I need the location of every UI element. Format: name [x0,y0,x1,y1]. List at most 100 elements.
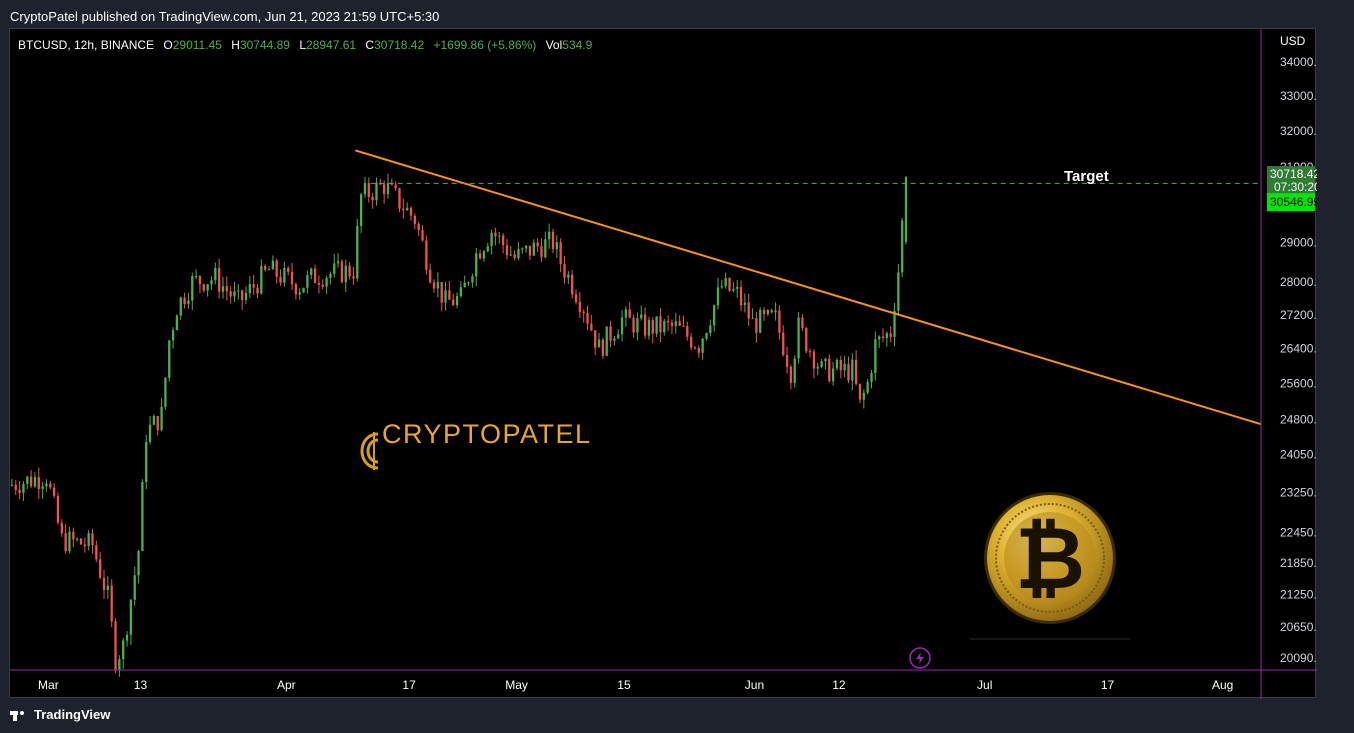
candle [329,271,332,285]
candle-body [571,274,574,295]
candle [812,349,816,379]
candle-body [686,326,689,337]
tradingview-logo-icon [10,709,28,721]
candle [609,320,612,348]
price-tick-label: 25600.00 [1280,377,1317,391]
candle-body [893,310,896,337]
axis-currency: USD [1280,34,1306,48]
candle [413,213,416,230]
candle-body [233,291,236,297]
candle [114,618,117,674]
candle [601,337,605,359]
candle [881,328,885,343]
candle [517,242,520,261]
candle-body [670,322,674,326]
candle-body [770,310,773,313]
candle [217,258,221,299]
current-price-text: 30718.42 [1270,167,1317,181]
candle-body [394,184,397,189]
candle-body [724,277,727,287]
candle [632,314,635,338]
candle [237,283,240,300]
candle [774,302,777,321]
candle [693,345,697,350]
price-tick-label: 20650.00 [1280,620,1317,634]
candle [37,467,40,499]
candle-body [828,358,831,382]
time-axis[interactable]: Mar 13 Apr 17 May 15 Jun 12 Jul 17 Aug [10,669,1317,692]
candle-body [114,621,117,670]
candle [68,526,71,554]
candle-body [567,274,570,278]
candle [394,181,397,191]
candle [110,579,113,628]
footer[interactable]: TradingView [10,707,110,722]
candle [325,275,328,295]
candle [271,255,275,270]
candle [636,312,639,341]
time-tick-label: 15 [617,678,631,692]
candle [551,228,555,254]
candle-body [674,321,677,326]
time-tick-label: Jul [977,678,992,692]
legend-c: 30718.42 [374,38,424,52]
candle [229,286,232,304]
candle-body [287,267,290,272]
current-price-bg [1267,166,1315,195]
candle-body [536,242,539,247]
candle [478,249,482,260]
candle-body [333,263,336,274]
candle [567,271,570,285]
candle-body [551,231,555,250]
candle-body [164,377,167,407]
candle [770,308,773,314]
candle [317,275,321,294]
candle-body [436,282,440,289]
candle-body [524,245,528,249]
candle [210,276,213,290]
candle-body [455,296,459,306]
candle-body [91,533,94,546]
candle [716,277,720,310]
candle-body [620,317,624,335]
candle [455,292,459,309]
candle [640,305,643,321]
candle-body [801,317,804,329]
legend-l: 28947.61 [306,38,356,52]
candle-body [248,284,251,294]
legend-h-label: H [231,38,240,52]
candle [175,314,179,331]
candle [728,277,731,292]
candle [751,308,754,320]
candle-body [264,265,267,270]
candle-body [260,265,263,294]
price-axis[interactable]: USD 34000.0033000.0032000.0031000.002900… [1260,29,1317,699]
candle-body [870,373,873,382]
chart-frame[interactable]: CRYPTOPATEL ₿ Target [9,28,1317,699]
lightning-icon[interactable] [909,647,931,669]
candle-body [689,336,693,348]
candle [409,206,413,221]
legend-o-label: O [163,38,172,52]
footer-brand: TradingView [34,707,111,722]
candle-body [889,333,892,337]
candle [571,270,574,299]
candle [382,180,386,204]
candle-body [95,545,98,560]
candle [72,527,75,548]
legend-vol: 534.9 [562,38,592,52]
candle-body [797,317,800,359]
candle-body [501,235,505,246]
candle-body [866,381,869,393]
cryptopatel-watermark: CRYPTOPATEL [360,419,592,470]
candle [682,315,685,328]
watermark-text: CRYPTOPATEL [382,419,592,449]
candle [118,655,121,677]
candle [363,176,367,198]
target-label: Target [1064,168,1109,185]
candle [513,250,516,261]
candle [901,217,904,277]
candle-body [640,314,643,319]
chart-svg[interactable]: CRYPTOPATEL ₿ Target [10,29,1317,699]
